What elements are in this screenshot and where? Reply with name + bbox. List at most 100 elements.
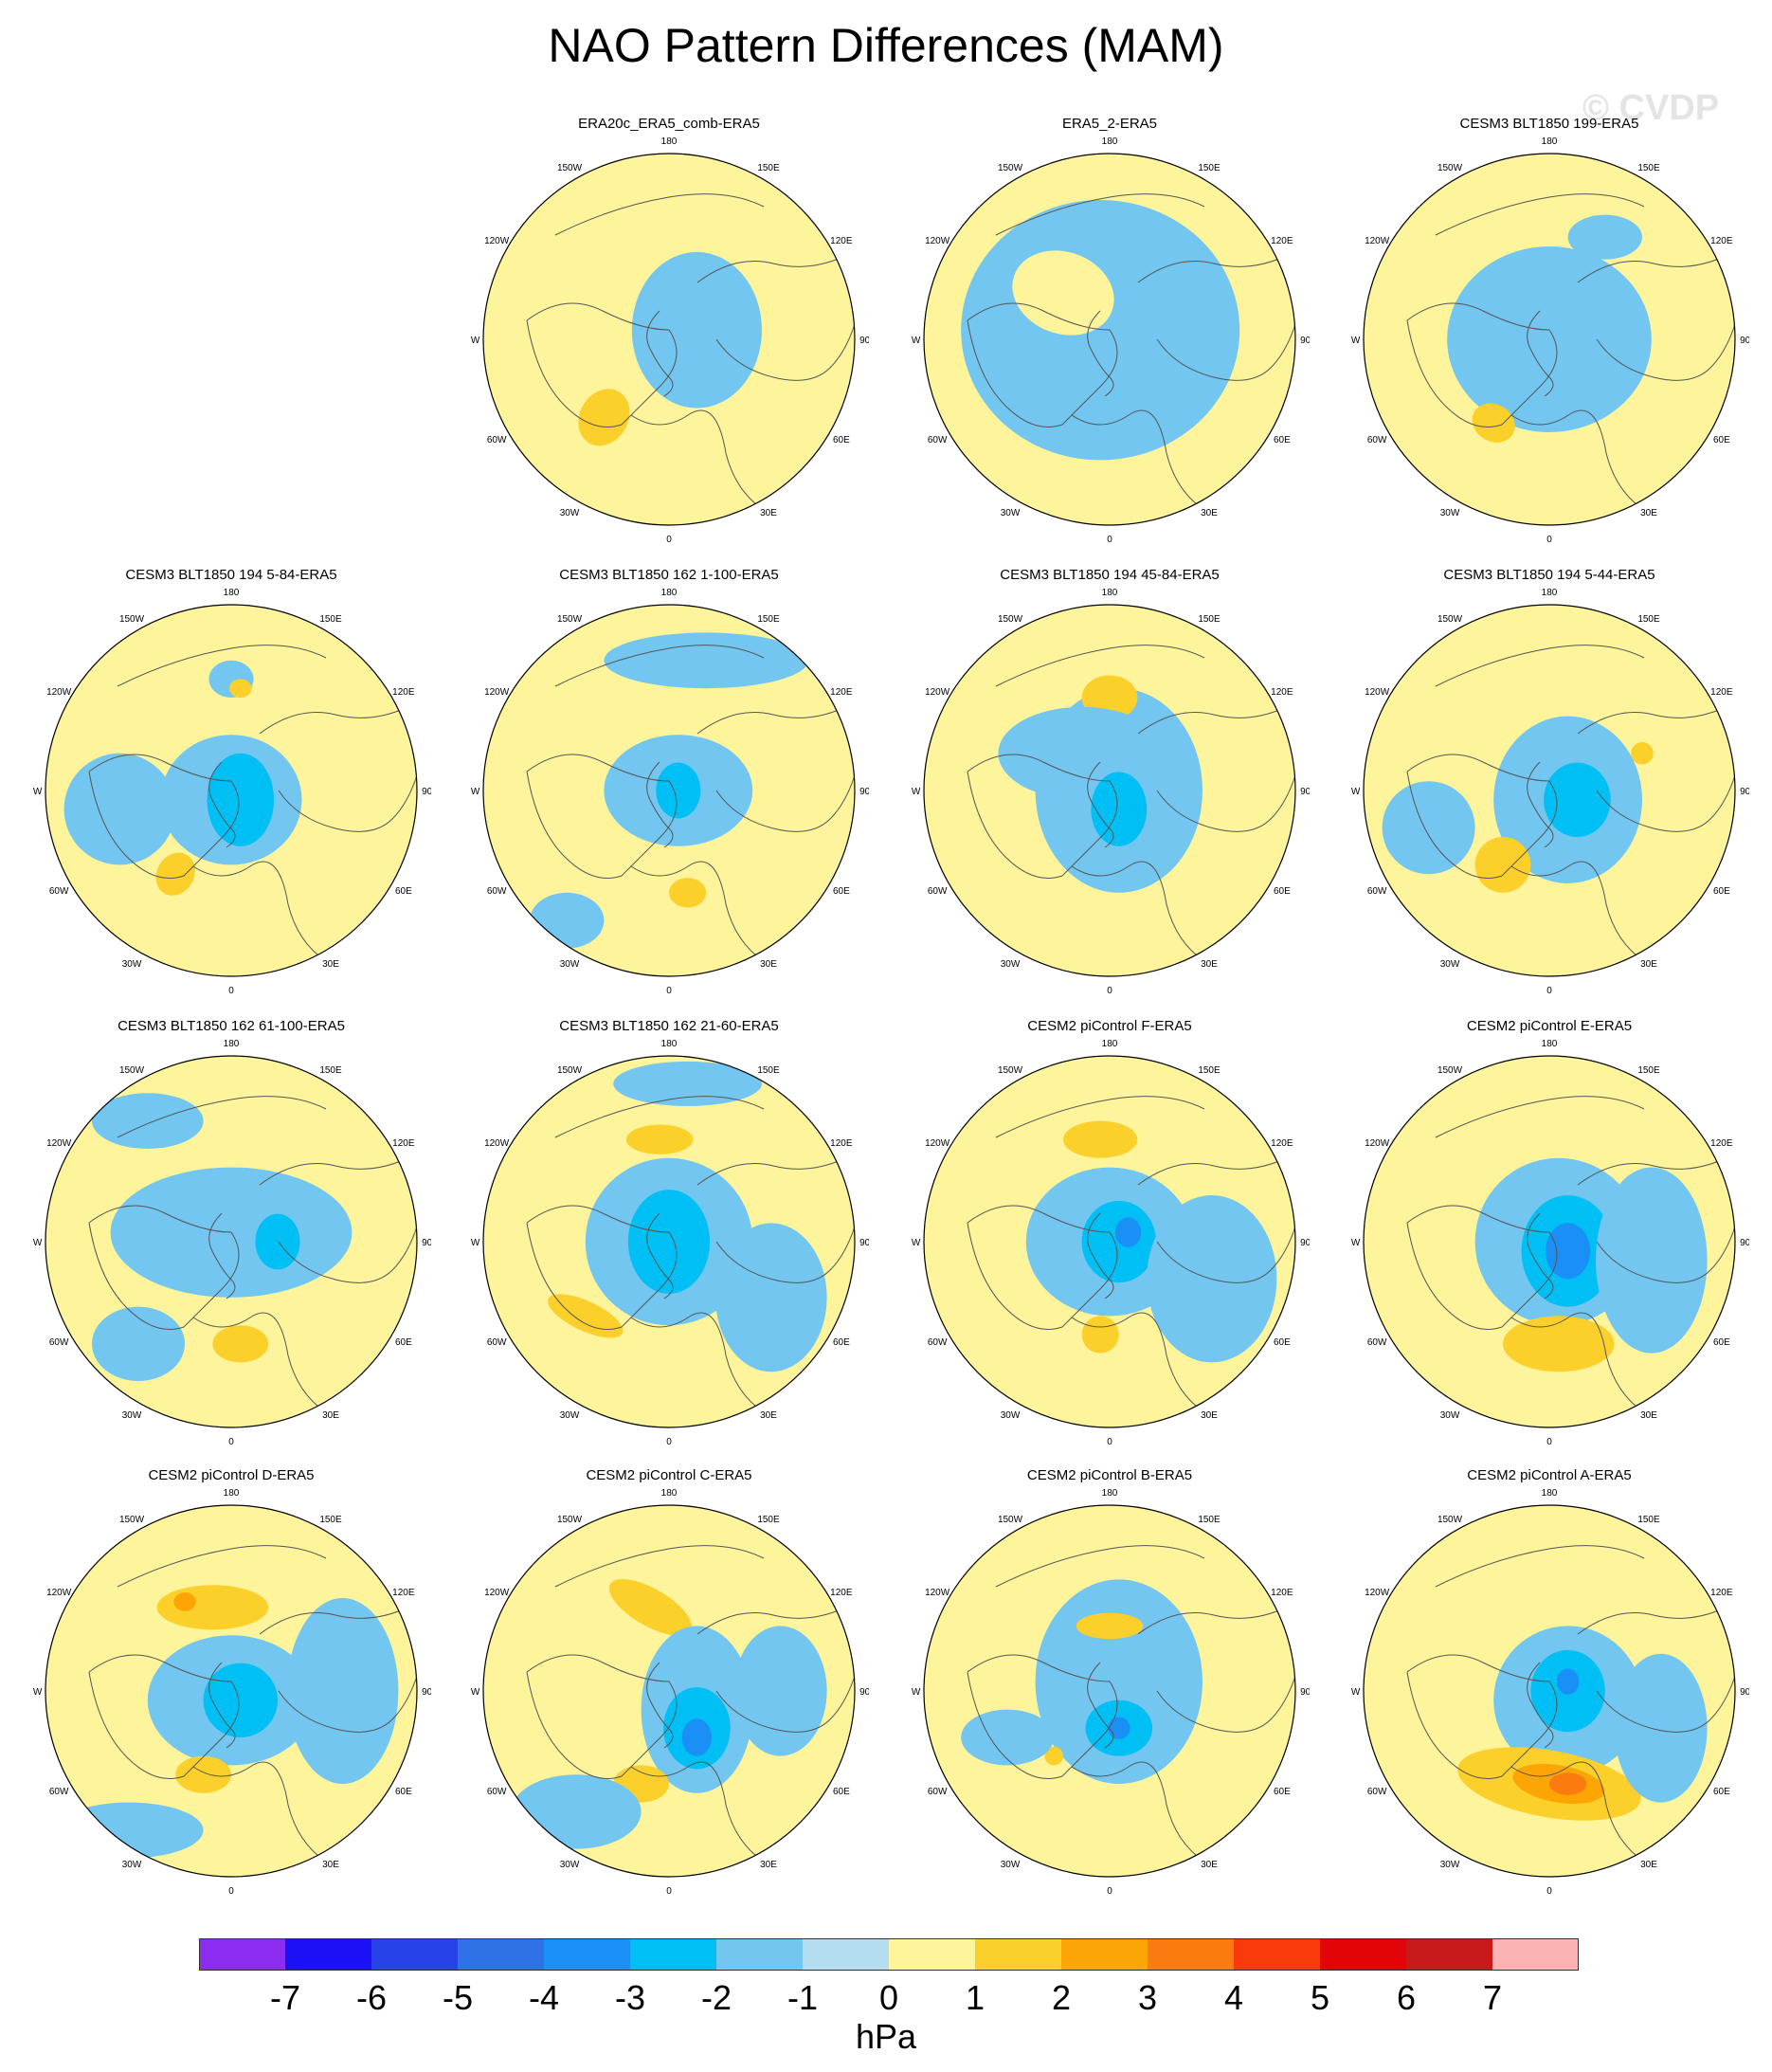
panel-title: CESM2 piControl C-ERA5 — [586, 1467, 752, 1483]
longitude-label: 90E — [1740, 1687, 1749, 1698]
longitude-label: 180 — [224, 1039, 240, 1049]
map-panel: CESM3 BLT1850 199-ERA5 0 30E 60E 90E 120E 150E… — [1351, 116, 1772, 561]
longitude-label: 0 — [1546, 986, 1552, 996]
coastline — [696, 704, 855, 832]
longitude-label: 60W — [928, 1787, 948, 1797]
longitude-label: 0 — [1107, 1437, 1112, 1447]
longitude-label: 60W — [928, 435, 948, 445]
longitude-label: 90W — [33, 1238, 43, 1248]
longitude-label: 150E — [319, 1065, 342, 1076]
anomaly-contour — [627, 1190, 711, 1294]
panel-title: ERA20c_ERA5_comb-ERA5 — [578, 116, 760, 132]
anomaly-contour — [656, 762, 701, 819]
longitude-label: 0 — [666, 535, 672, 545]
anomaly-contour — [203, 1663, 278, 1737]
anomaly-contour — [548, 1294, 624, 1338]
coastline — [1527, 761, 1554, 848]
longitude-label: 120E — [392, 1588, 415, 1598]
longitude-label: 90W — [471, 1687, 480, 1698]
longitude-label: 0 — [228, 986, 234, 996]
coastline — [117, 645, 327, 687]
anomaly-contour — [155, 852, 195, 896]
map-panel: CESM3 BLT1850 194 45-84-ERA5 0 30E 60E 90E 12… — [912, 567, 1357, 1012]
panel-title: CESM2 piControl B-ERA5 — [1026, 1467, 1193, 1483]
coastline — [1435, 1545, 1645, 1588]
longitude-label: 90W — [33, 1687, 43, 1698]
longitude-label: 60W — [1367, 435, 1387, 445]
longitude-label: 90E — [859, 1238, 869, 1248]
longitude-label: 30E — [760, 1410, 777, 1421]
longitude-label: 120W — [46, 1138, 72, 1149]
longitude-label: 30E — [1201, 1860, 1218, 1870]
longitude-label: 60E — [1274, 886, 1291, 897]
coastline — [259, 704, 417, 832]
longitude-label: 60E — [833, 1787, 850, 1797]
longitude-label: 0 — [666, 1886, 672, 1897]
colorbar-tick-label: -7 — [269, 1978, 300, 2017]
anomaly-contour — [1081, 1316, 1119, 1354]
longitude-label: 180 — [1542, 588, 1558, 598]
anomaly-contour — [286, 1598, 399, 1784]
longitude-label: 90E — [1300, 1687, 1310, 1698]
anomaly-contour — [63, 753, 176, 865]
longitude-label: 120E — [1710, 1138, 1733, 1149]
colorbar-tick-label: 4 — [1223, 1978, 1244, 2017]
anomaly-contour — [92, 1093, 204, 1149]
longitude-label: 180 — [1102, 136, 1118, 147]
longitude-label: 150W — [557, 163, 583, 173]
longitude-label: 120E — [830, 687, 853, 698]
colorbar-swatch — [544, 1938, 631, 1971]
longitude-label: 120W — [1365, 236, 1390, 246]
anomaly-contour — [961, 200, 1240, 461]
map-panel: CESM2 piControl B-ERA5 0 30E 60E 90E 120E 150E… — [912, 1467, 1357, 1913]
coastline — [967, 1205, 1118, 1330]
longitude-label: 150W — [998, 1065, 1023, 1076]
longitude-label: 180 — [1102, 1488, 1118, 1499]
coastline — [208, 761, 236, 848]
longitude-label: 0 — [666, 986, 672, 996]
longitude-label: 90W — [1351, 1687, 1361, 1698]
coastline — [1406, 754, 1558, 879]
coastline — [88, 1205, 240, 1330]
coastline — [967, 754, 1118, 879]
colorbar-tick-label: 3 — [1137, 1978, 1158, 2017]
colorbar-tick-label: 7 — [1482, 1978, 1503, 2017]
polar-map: 0 30E 60E 90E 120E 150E 180 150W 120W 90W 60W 30W — [33, 1039, 431, 1447]
coastlines — [967, 645, 1295, 976]
longitude-label: 150W — [557, 1515, 583, 1525]
polar-map: 0 30E 60E 90E 120E 150E 180 150W 120W 90W 60W 30W — [471, 1488, 869, 1897]
longitude-label: 150E — [1198, 614, 1221, 625]
colorbar-swatch — [1320, 1938, 1407, 1971]
colorbar-tick-label: -1 — [787, 1978, 818, 2017]
map-panel: CESM3 BLT1850 194 5-84-ERA5 0 30E 60E 90E 120… — [33, 567, 479, 1012]
coastlines — [1406, 1545, 1735, 1877]
longitude-label: 120W — [1365, 1588, 1390, 1598]
colorbar-swatch — [803, 1938, 890, 1971]
coastline — [995, 193, 1205, 236]
longitude-label: 90W — [471, 1238, 480, 1248]
longitude-label: 30W — [560, 1410, 580, 1421]
longitude-label: 30W — [1001, 508, 1021, 518]
longitude-label: 150W — [1437, 614, 1463, 625]
longitude-label: 60W — [487, 886, 507, 897]
colorbar-swatch — [1148, 1938, 1235, 1971]
colorbar-tick-label: -5 — [442, 1978, 473, 2017]
figure-title: NAO Pattern Differences (MAM) — [548, 19, 1224, 72]
map-border — [923, 1055, 1296, 1428]
coastline — [995, 1096, 1205, 1138]
coastline — [1577, 1605, 1735, 1733]
anomaly-contour — [681, 1718, 713, 1756]
coastline — [526, 754, 678, 879]
colorbar-swatch — [199, 1938, 286, 1971]
colorbar-swatch — [285, 1938, 372, 1971]
longitude-label: 90E — [859, 336, 869, 346]
longitude-label: 150W — [119, 1515, 145, 1525]
longitude-label: 150W — [998, 1515, 1023, 1525]
map-border — [45, 604, 418, 977]
anomaly-contour — [1614, 1653, 1708, 1803]
longitude-label: 60E — [833, 1337, 850, 1348]
longitude-label: 30W — [560, 1860, 580, 1870]
polar-map: 0 30E 60E 90E 120E 150E 180 150W 120W 90W 60W 30W — [912, 588, 1310, 996]
longitude-label: 180 — [224, 588, 240, 598]
panel-title: CESM3 BLT1850 194 45-84-ERA5 — [1000, 567, 1220, 583]
